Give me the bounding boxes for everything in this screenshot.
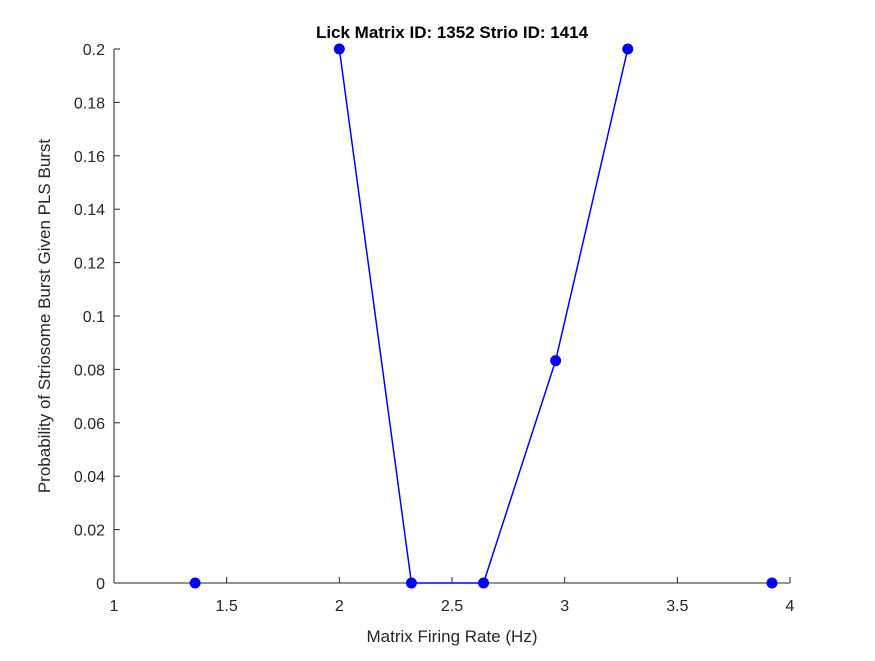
- y-tick-label: 0.18: [74, 95, 105, 112]
- series: [189, 43, 778, 589]
- axes: [113, 49, 790, 584]
- data-point: [550, 355, 562, 367]
- x-tick-label: 2: [335, 598, 344, 615]
- y-axis-label: Probability of Striosome Burst Given PLS…: [35, 139, 54, 494]
- y-tick-label: 0.2: [83, 42, 105, 59]
- y-tick-label: 0.16: [74, 149, 105, 166]
- y-tick-label: 0: [96, 576, 105, 593]
- y-tick-label: 0.12: [74, 256, 105, 273]
- x-tick-label: 4: [786, 598, 795, 615]
- data-point: [189, 577, 201, 589]
- chart-title: Lick Matrix ID: 1352 Strio ID: 1414: [316, 23, 589, 42]
- x-tick-label: 3: [560, 598, 569, 615]
- y-tick-label: 0.04: [74, 469, 105, 486]
- y-tick-label: 0.06: [74, 416, 105, 433]
- y-tick-label: 0.14: [74, 202, 105, 219]
- x-axis-label: Matrix Firing Rate (Hz): [367, 627, 538, 646]
- data-point: [622, 43, 634, 55]
- data-point: [333, 43, 345, 55]
- x-tick-label: 3.5: [666, 598, 688, 615]
- ticks: 1 1.5 2 2.5 3 3.5 4 0 0.02 0.04 0.06 0.08 0.1 0.12 0.1…: [74, 42, 795, 615]
- x-tick-label: 1: [110, 598, 119, 615]
- x-tick-label: 1.5: [216, 598, 238, 615]
- data-point: [766, 577, 778, 589]
- data-point: [478, 577, 490, 589]
- x-tick-label: 2.5: [441, 598, 463, 615]
- series-line: [338, 48, 629, 584]
- data-point: [405, 577, 417, 589]
- y-tick-label: 0.1: [83, 309, 105, 326]
- y-tick-label: 0.08: [74, 362, 105, 379]
- y-tick-label: 0.02: [74, 523, 105, 540]
